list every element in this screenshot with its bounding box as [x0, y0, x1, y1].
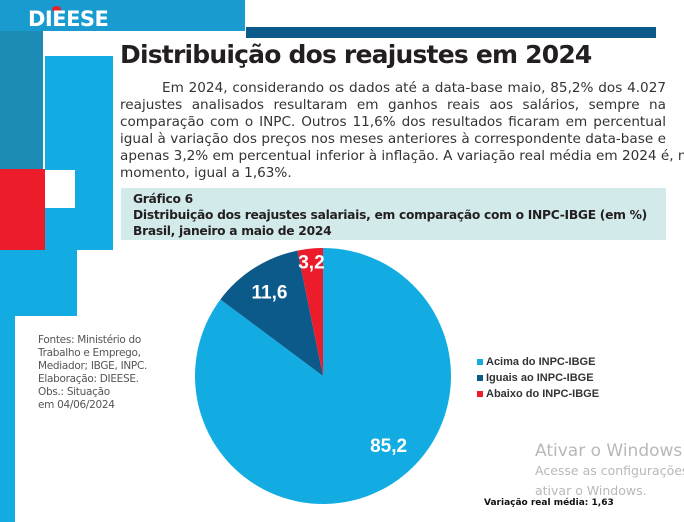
- watermark-line: ativar o Windows.: [535, 483, 647, 498]
- legend-label: Iguais ao INPC-IBGE: [486, 372, 594, 384]
- legend-item: Acima do INPC-IBGE: [477, 354, 599, 370]
- sources-line: Obs.: Situação: [38, 386, 110, 398]
- body-line: reajustes analisados resultaram em ganho…: [120, 97, 666, 113]
- legend-item: Iguais ao INPC-IBGE: [477, 370, 599, 386]
- decor-block: [0, 169, 45, 250]
- decor-block: [45, 208, 77, 250]
- chart-number: Gráfico 6: [133, 192, 193, 206]
- pie-slice: [297, 248, 323, 376]
- watermark-line: Acesse as configurações: [535, 463, 684, 478]
- sources-line: Trabalho e Emprego,: [38, 347, 141, 359]
- legend-label: Abaixo do INPC-IBGE: [486, 388, 600, 400]
- variacao-real-media: Variação real média: 1,63: [484, 498, 614, 508]
- watermark-line: Ativar o Windows: [535, 441, 683, 461]
- body-line: Em 2024, considerando os dados até a dat…: [162, 80, 666, 96]
- body-line: igual à variação dos preços nos meses an…: [120, 131, 666, 147]
- sources-line: Mediador; IBGE, INPC.: [38, 360, 148, 372]
- sources-line: em 04/06/2024: [38, 399, 115, 411]
- header-rule: [246, 27, 656, 38]
- chart-legend: Acima do INPC-IBGE Iguais ao INPC-IBGE A…: [477, 354, 599, 402]
- body-line: momento, igual a 1,63%.: [120, 165, 292, 181]
- decor-block: [0, 31, 43, 169]
- legend-swatch: [477, 359, 483, 365]
- body-line: apenas 3,2% em percentual inferior à inf…: [120, 148, 684, 164]
- page-title: Distribuição dos reajustes em 2024: [120, 40, 592, 69]
- dieese-logo: DIEESE: [28, 7, 109, 31]
- sources-line: Elaboração: DIEESE.: [38, 373, 139, 385]
- pie-data-label: 3,2: [298, 252, 324, 273]
- body-paragraph: Em 2024, considerando os dados até a dat…: [120, 80, 684, 182]
- chart-subtitle: Brasil, janeiro a maio de 2024: [133, 224, 332, 238]
- windows-activation-watermark: Ativar o Windows Acesse as configurações…: [535, 441, 684, 501]
- sources-note: Fontes: Ministério do Trabalho e Emprego…: [38, 334, 147, 412]
- legend-label: Acima do INPC-IBGE: [486, 356, 596, 368]
- chart-caption: Gráfico 6 Distribuição dos reajustes sal…: [121, 188, 666, 240]
- decor-block: [0, 250, 77, 316]
- header-bar: [0, 0, 245, 31]
- body-line: comparação com o INPC. Outros 11,6% dos …: [120, 114, 666, 130]
- pie-slice: [220, 250, 323, 376]
- pie-data-label: 11,6: [252, 283, 288, 304]
- decor-block: [0, 316, 15, 522]
- sources-line: Fontes: Ministério do: [38, 334, 142, 346]
- decor-block: [45, 170, 75, 208]
- chart-title: Distribuição dos reajustes salariais, em…: [133, 208, 647, 222]
- logo-dot: [52, 6, 61, 12]
- legend-item: Abaixo do INPC-IBGE: [477, 386, 599, 402]
- pie-data-label: 85,2: [370, 436, 407, 457]
- legend-swatch: [477, 391, 483, 397]
- legend-swatch: [477, 375, 483, 381]
